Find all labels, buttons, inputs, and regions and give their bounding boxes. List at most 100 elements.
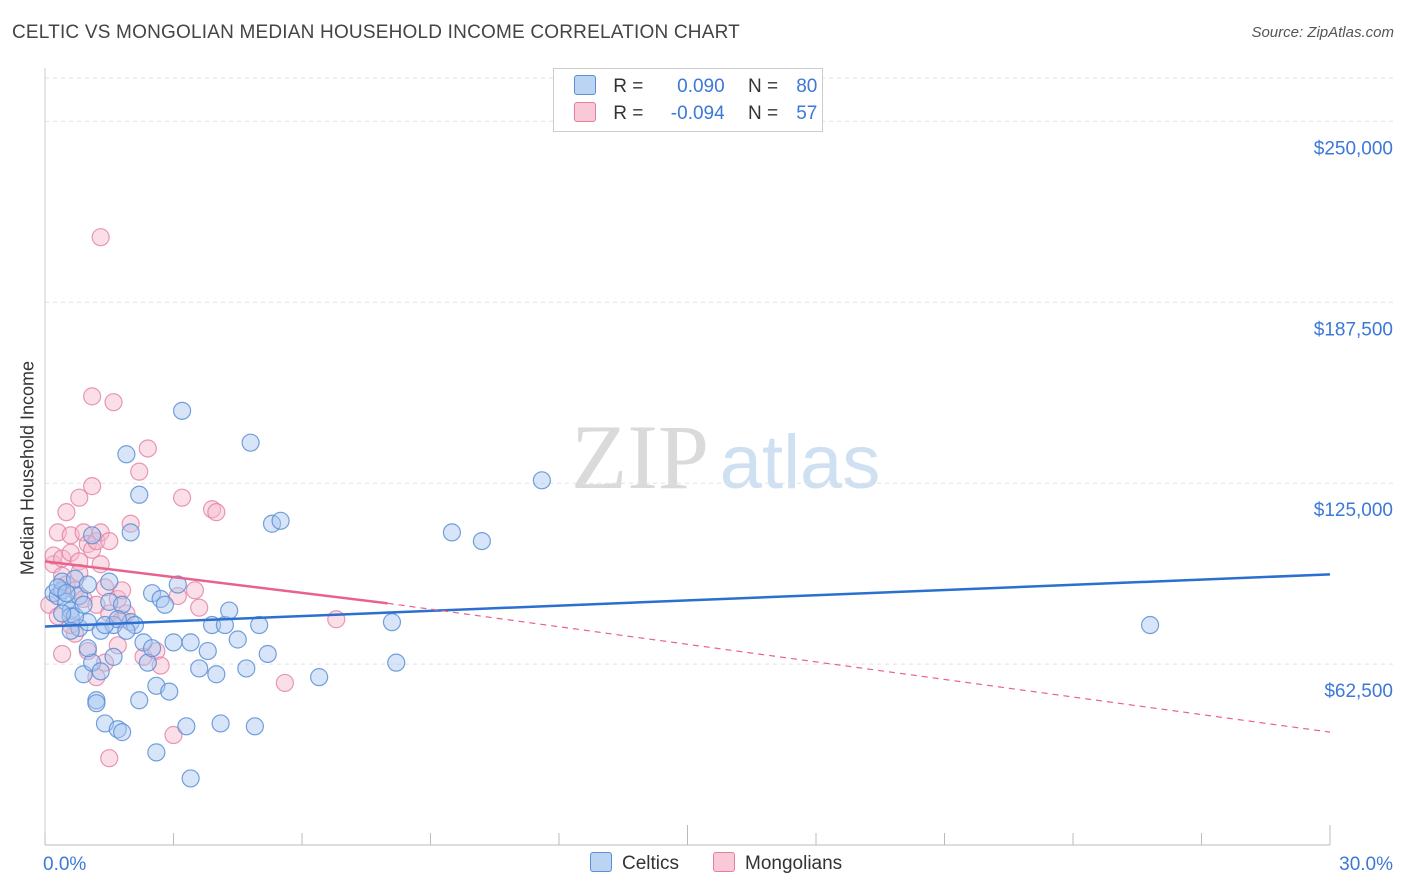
- source-label: Source: ZipAtlas.com: [1251, 24, 1394, 41]
- celtics-point: [91, 662, 110, 681]
- bottom-legend-celtics: Celtics: [590, 852, 679, 875]
- celtics-point: [245, 717, 264, 736]
- mongolians-point: [275, 673, 294, 693]
- celtics-point: [112, 723, 132, 742]
- celtics-point: [83, 526, 102, 545]
- celtics-point: [53, 604, 72, 623]
- x-tick-label-min: 0.0%: [43, 854, 86, 875]
- mongolians-legend-swatch: [713, 852, 735, 872]
- legend-row-celtics: R = 0.090 N = 80: [574, 75, 817, 99]
- axes: [44, 68, 1331, 846]
- celtics-point: [117, 621, 136, 640]
- watermark: ZIP atlas: [571, 406, 880, 508]
- correlation-legend: R = 0.090 N = 80 R = -0.094 N = 57: [553, 68, 823, 132]
- celtics-point: [130, 485, 149, 504]
- celtics-r-value: 0.090: [677, 76, 725, 97]
- celtics-point: [258, 644, 277, 664]
- celtics-point: [215, 615, 234, 635]
- legend-row-mongolians: R = -0.094 N = 57: [574, 102, 817, 126]
- celtics-point: [138, 653, 157, 672]
- celtics-point: [177, 717, 196, 736]
- mongolians-n-value: 57: [796, 103, 818, 124]
- gridlines: [45, 77, 1395, 665]
- celtics-point: [442, 523, 462, 542]
- legend-r-label: R =: [613, 103, 644, 124]
- celtics-point: [472, 531, 491, 551]
- mongolians-point: [172, 488, 192, 507]
- celtics-point: [228, 630, 247, 649]
- celtics-point: [112, 595, 132, 614]
- mongolians-trend-line: [44, 560, 388, 605]
- mongolians-legend-label: Mongolians: [745, 853, 843, 874]
- celtics-point: [155, 595, 175, 614]
- mongolians-point: [108, 636, 127, 655]
- mongolians-point: [190, 598, 209, 617]
- celtics-point: [387, 653, 406, 672]
- celtics-n-value: 80: [796, 76, 818, 97]
- celtics-point: [181, 633, 200, 652]
- mongolians-point: [91, 555, 110, 574]
- celtics-point: [211, 714, 230, 733]
- mongolians-point: [100, 749, 119, 768]
- celtics-point: [100, 572, 119, 591]
- celtics-point: [168, 575, 187, 594]
- mongolians-point: [104, 393, 123, 412]
- y-tick-label: $62,500: [1324, 681, 1393, 702]
- celtics-point: [142, 639, 162, 658]
- celtics-point: [237, 659, 256, 678]
- celtics-point: [160, 682, 179, 701]
- mongolians-point: [164, 725, 183, 745]
- mongolians-point: [138, 439, 157, 458]
- watermark-atlas: atlas: [720, 420, 881, 505]
- legend-r-label: R =: [613, 76, 644, 97]
- celtics-point: [310, 668, 329, 687]
- y-tick-label: $125,000: [1314, 500, 1393, 521]
- celtics-point: [104, 647, 123, 666]
- celtics-point: [198, 641, 217, 661]
- celtics-point: [181, 769, 200, 788]
- celtics-legend-label: Celtics: [622, 853, 680, 874]
- celtics-point: [87, 694, 106, 713]
- x-tick-label-max: 30.0%: [1339, 854, 1393, 875]
- celtics-point: [241, 433, 260, 452]
- trend-lines: [44, 560, 1331, 733]
- celtics-point: [190, 659, 209, 678]
- mongolians-points: [40, 228, 346, 768]
- bottom-legend-mongolians: Mongolians: [713, 852, 842, 875]
- celtics-point: [78, 639, 97, 658]
- celtics-point: [271, 511, 290, 530]
- celtics-point: [117, 445, 136, 464]
- celtics-point: [220, 601, 239, 620]
- celtics-point: [1140, 615, 1160, 635]
- y-tick-label: $187,500: [1314, 319, 1393, 340]
- celtics-swatch: [574, 75, 596, 95]
- celtics-point: [207, 665, 226, 684]
- celtics-point: [532, 471, 551, 490]
- chart-title: CELTIC VS MONGOLIAN MEDIAN HOUSEHOLD INC…: [12, 22, 740, 43]
- mongolians-point: [207, 503, 226, 522]
- x-tick-labels: 0.0% 30.0%: [43, 854, 1393, 875]
- mongolians-trend-extension: [387, 602, 1331, 733]
- celtics-point: [164, 633, 183, 652]
- celtics-point: [74, 595, 93, 614]
- mongolians-point: [83, 540, 102, 559]
- watermark-zip: ZIP: [571, 406, 709, 508]
- celtics-trend-line: [44, 573, 1331, 628]
- legend-n-label: N =: [747, 103, 779, 124]
- celtics-points: [44, 401, 1160, 788]
- celtics-point: [147, 743, 166, 762]
- celtics-point: [57, 584, 76, 603]
- legend-n-label: N =: [747, 76, 779, 97]
- mongolians-swatch: [574, 102, 596, 122]
- mongolians-point: [91, 228, 110, 247]
- mongolians-point: [130, 462, 149, 481]
- mongolians-point: [83, 477, 102, 496]
- celtics-point: [172, 401, 192, 420]
- y-tick-labels: $62,500 $125,000 $187,500 $250,000: [1314, 138, 1393, 702]
- celtics-legend-swatch: [590, 852, 612, 872]
- mongolians-point: [70, 488, 89, 507]
- celtics-point: [121, 523, 140, 542]
- mongolians-point: [100, 531, 119, 551]
- mongolians-point: [57, 503, 76, 522]
